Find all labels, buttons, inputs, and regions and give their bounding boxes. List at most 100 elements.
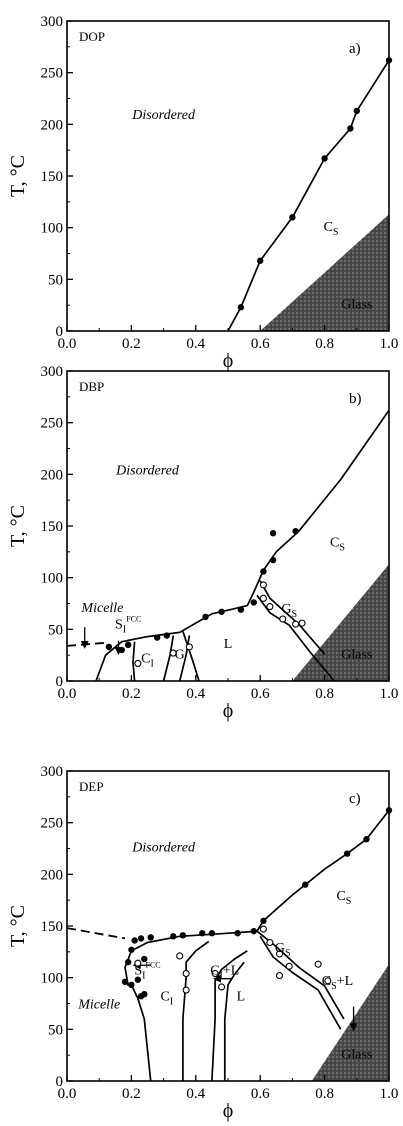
y-axis-label: T, °C bbox=[7, 155, 29, 197]
data-point-filled bbox=[321, 155, 328, 162]
phase-label: Disordered bbox=[131, 841, 196, 856]
panel-letter: a) bbox=[349, 41, 361, 57]
x-tick-label: 0.8 bbox=[315, 1086, 334, 1102]
data-point-filled bbox=[163, 632, 171, 639]
data-point-open bbox=[134, 659, 142, 667]
data-point-filled bbox=[131, 937, 138, 944]
phase-boundary-line bbox=[223, 961, 245, 1081]
x-tick-label: 0.4 bbox=[186, 686, 205, 702]
data-point-open bbox=[298, 619, 306, 627]
phase-label: L bbox=[224, 637, 233, 652]
phase-boundary-line bbox=[256, 594, 335, 682]
x-axis-label: ϕ bbox=[223, 1100, 234, 1122]
panel-name: DOP bbox=[79, 29, 105, 44]
data-point-filled bbox=[250, 927, 257, 935]
data-point-filled bbox=[250, 599, 257, 606]
data-point-filled bbox=[292, 527, 299, 535]
data-point-open bbox=[182, 986, 190, 994]
phase-boundary-line bbox=[259, 580, 326, 655]
phase-label: CS+L bbox=[322, 974, 353, 992]
data-point-filled bbox=[257, 257, 264, 264]
y-tick-label: 100 bbox=[41, 971, 64, 987]
y-tick-label: 300 bbox=[41, 14, 64, 30]
data-point-open bbox=[324, 977, 332, 985]
y-tick-label: 250 bbox=[41, 416, 64, 432]
data-point-filled bbox=[237, 304, 245, 311]
data-point-filled bbox=[385, 57, 393, 64]
data-point-filled bbox=[218, 608, 225, 615]
data-point-open bbox=[259, 581, 267, 589]
panel-dop: 0 50 100 150 200 250 300 0.0 0.2 0.4 0.6 0.8 1.0 ϕ T, … bbox=[7, 14, 398, 372]
data-point-open bbox=[182, 969, 190, 978]
x-tick-label: 0.8 bbox=[315, 686, 334, 702]
data-point-open bbox=[266, 938, 274, 947]
data-point-open bbox=[314, 960, 322, 968]
panel-letter: b) bbox=[349, 391, 362, 407]
data-point-filled bbox=[260, 917, 267, 925]
x-tick-label: 0.0 bbox=[58, 686, 77, 702]
data-point-open bbox=[275, 950, 284, 958]
panel-dep: 0 50 100 150 200 250 300 0.0 0.2 0.4 0.6 0.8 1.0 ϕ T, … bbox=[7, 764, 398, 1122]
data-point-filled bbox=[137, 935, 145, 942]
y-tick-label: 0 bbox=[56, 674, 64, 690]
phase-label: Micelle bbox=[77, 998, 120, 1013]
y-tick-label: 150 bbox=[41, 919, 64, 935]
glass-region bbox=[292, 564, 389, 681]
phase-label: CI bbox=[160, 989, 173, 1007]
phase-label: GS bbox=[275, 941, 291, 959]
x-tick-label: 0.2 bbox=[122, 1086, 141, 1102]
x-tick-label: 0.6 bbox=[251, 1086, 270, 1102]
data-point-filled bbox=[170, 933, 177, 940]
data-point-filled bbox=[141, 991, 148, 998]
data-point-filled bbox=[269, 530, 277, 537]
x-tick-label: 0.6 bbox=[251, 686, 270, 702]
phase-boundary-line bbox=[178, 635, 191, 682]
x-tick-label: 0.6 bbox=[251, 336, 270, 352]
y-tick-label: 50 bbox=[48, 622, 63, 638]
data-point-filled bbox=[347, 125, 354, 132]
data-point-open bbox=[259, 594, 267, 602]
y-tick-label: 50 bbox=[48, 1022, 63, 1038]
y-tick-label: 200 bbox=[41, 467, 64, 483]
data-point-filled bbox=[260, 568, 267, 575]
data-point-filled bbox=[121, 978, 129, 985]
x-tick-label: 1.0 bbox=[380, 336, 399, 352]
data-point-filled bbox=[153, 634, 161, 641]
data-point-filled bbox=[105, 643, 113, 651]
glass-region bbox=[311, 964, 389, 1081]
plot-frame bbox=[66, 770, 390, 1082]
data-point-filled bbox=[118, 646, 125, 654]
data-point-open bbox=[285, 962, 293, 970]
data-point-open bbox=[185, 643, 193, 651]
x-tick-label: 0.4 bbox=[186, 1086, 205, 1102]
data-point-filled bbox=[128, 946, 135, 953]
phase-boundary-line bbox=[256, 809, 390, 932]
x-tick-label: 0.4 bbox=[186, 336, 205, 352]
y-tick-label: 250 bbox=[41, 816, 64, 832]
phase-boundary-line bbox=[130, 984, 152, 1082]
phase-label: SIFCC bbox=[134, 961, 160, 982]
data-point-open bbox=[275, 972, 284, 980]
phase-boundary-line bbox=[182, 631, 200, 682]
y-tick-label: 300 bbox=[41, 364, 64, 380]
x-tick-label: 1.0 bbox=[380, 686, 399, 702]
phase-boundary-line bbox=[132, 641, 136, 682]
data-point-open bbox=[218, 983, 226, 991]
x-tick-label: 0.0 bbox=[58, 336, 77, 352]
phase-label: CI+L bbox=[210, 964, 239, 982]
phase-label: CS bbox=[330, 536, 345, 554]
phase-boundary-line bbox=[259, 935, 342, 1030]
x-tick-label: 0.8 bbox=[315, 336, 334, 352]
phase-label: L bbox=[237, 989, 246, 1004]
data-point-filled bbox=[179, 932, 187, 939]
y-axis-label: T, °C bbox=[7, 505, 29, 547]
y-tick-label: 200 bbox=[41, 867, 64, 883]
data-point-filled bbox=[202, 613, 209, 621]
phase-label: GS bbox=[281, 602, 297, 620]
glass-label: Glass bbox=[341, 1047, 372, 1062]
y-axis-label: T, °C bbox=[7, 905, 29, 947]
y-tick-label: 150 bbox=[41, 169, 64, 185]
data-point-filled bbox=[208, 930, 216, 937]
x-axis-label: ϕ bbox=[223, 350, 234, 372]
data-point-filled bbox=[269, 556, 277, 564]
